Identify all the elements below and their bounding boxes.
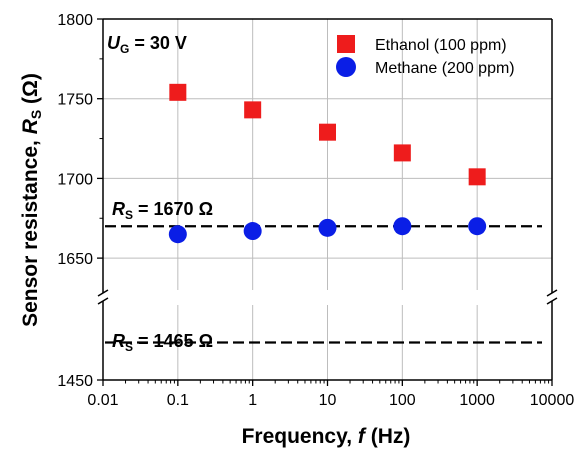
y-axis-title: Sensor resistance, RS (Ω) [19,73,44,327]
x-tick-label: 0.01 [87,392,118,409]
axis-break-mark [546,297,558,305]
y-tick-label: 1750 [57,92,93,109]
legend-label-ethanol: Ethanol (100 ppm) [375,37,507,54]
methane-point [318,218,337,237]
condition-label: UG = 30 V [107,33,187,56]
x-tick-label: 1000 [459,392,495,409]
ref-label-1670: RS = 1670 Ω [112,199,213,222]
x-tick-label: 0.1 [167,392,189,409]
ethanol-point [319,123,336,141]
legend-marker-methane [336,57,356,77]
axis-break-mark [97,297,109,305]
axis-break-mark [546,289,558,297]
legend: Ethanol (100 ppm) Methane (200 ppm) [336,35,515,77]
ethanol-point [393,144,411,162]
y-tick-label: 1650 [57,251,93,268]
x-axis-title: Frequency, f (Hz) [242,425,411,448]
ethanol-point [244,101,262,119]
axis-ticks [97,18,553,386]
data-points [168,83,487,244]
x-tick-label: 100 [389,392,416,409]
x-tick-label: 1 [248,392,257,409]
ref-label-1465: RS = 1465 Ω [112,331,213,354]
x-tick-label: 10000 [530,392,575,409]
ethanol-point [169,83,187,101]
methane-point [393,217,412,236]
ethanol-point [468,168,486,186]
methane-point [168,225,187,244]
y-tick-label: 1700 [57,171,93,188]
legend-label-methane: Methane (200 ppm) [375,60,515,77]
legend-marker-ethanol [337,35,355,53]
axis-break-mark [97,289,109,297]
methane-point [468,217,487,236]
tick-labels: 0.01 0.1 1 10 100 1000 10000 1650 1700 1750 1800 14… [57,12,574,409]
y-tick-label: 1450 [57,373,93,390]
reference-lines [105,225,542,344]
y-tick-label: 1800 [57,12,93,29]
methane-point [243,222,262,241]
x-tick-label: 10 [319,392,337,409]
